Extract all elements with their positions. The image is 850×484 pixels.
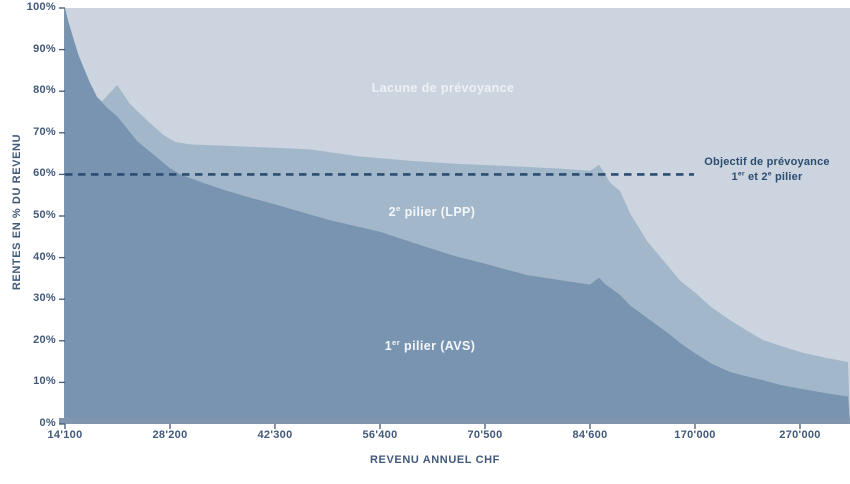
y-tick-label: 60% — [33, 167, 56, 180]
label-superscript: e — [767, 169, 772, 177]
label-text: pilier — [771, 170, 803, 183]
x-tick-label: 42'300 — [257, 429, 293, 441]
y-tick-label: 70% — [33, 125, 56, 138]
y-tick-label: 50% — [33, 209, 56, 221]
objective-annotation: Objectif de prévoyance 1er et 2e pilier — [692, 155, 842, 184]
x-axis-line — [59, 418, 850, 424]
x-tick-label: 28'200 — [152, 429, 188, 441]
label-text: 1 — [731, 170, 738, 183]
y-tick-label: 90% — [33, 42, 56, 55]
area-1er-pilier-avs — [65, 8, 850, 424]
x-tick-label: 14'100 — [47, 429, 83, 441]
objective-line-2: 1er et 2e pilier — [692, 170, 842, 185]
y-tick-label: 100% — [26, 1, 56, 13]
y-tick-label: 10% — [33, 375, 56, 388]
y-axis-title: RENTES EN % DU REVENU — [11, 133, 23, 291]
label-superscript: er — [392, 337, 401, 347]
y-tick-label: 0% — [39, 417, 56, 429]
label-superscript: er — [737, 169, 745, 177]
label-text: pilier (LPP) — [400, 205, 476, 219]
label-text: 2 — [388, 205, 396, 219]
x-tick-label: 70'500 — [467, 429, 503, 441]
x-tick-label: 270'000 — [779, 429, 821, 441]
y-tick-label: 80% — [33, 84, 56, 97]
area-label-lacune-de-prevoyance: Lacune de prévoyance — [371, 81, 515, 95]
label-text: 1 — [384, 339, 393, 353]
label-text: pilier (AVS) — [400, 339, 476, 353]
x-tick-label: 56'400 — [362, 429, 398, 441]
x-tick-label: 170'000 — [674, 429, 716, 441]
area-label-1er-pilier-avs: 1er pilier (AVS) — [350, 337, 510, 353]
x-tick-label: 84'600 — [572, 429, 608, 441]
x-axis-title: REVENU ANNUEL CHF — [370, 454, 500, 466]
y-tick-label: 40% — [33, 250, 56, 263]
y-tick-label: 20% — [33, 333, 56, 346]
area-label-2e-pilier-lpp: 2e pilier (LPP) — [352, 203, 512, 219]
label-text: et 2 — [744, 170, 768, 183]
label-superscript: e — [395, 203, 401, 213]
y-tick-label: 30% — [33, 292, 56, 305]
objective-line-1: Objectif de prévoyance — [704, 156, 830, 168]
